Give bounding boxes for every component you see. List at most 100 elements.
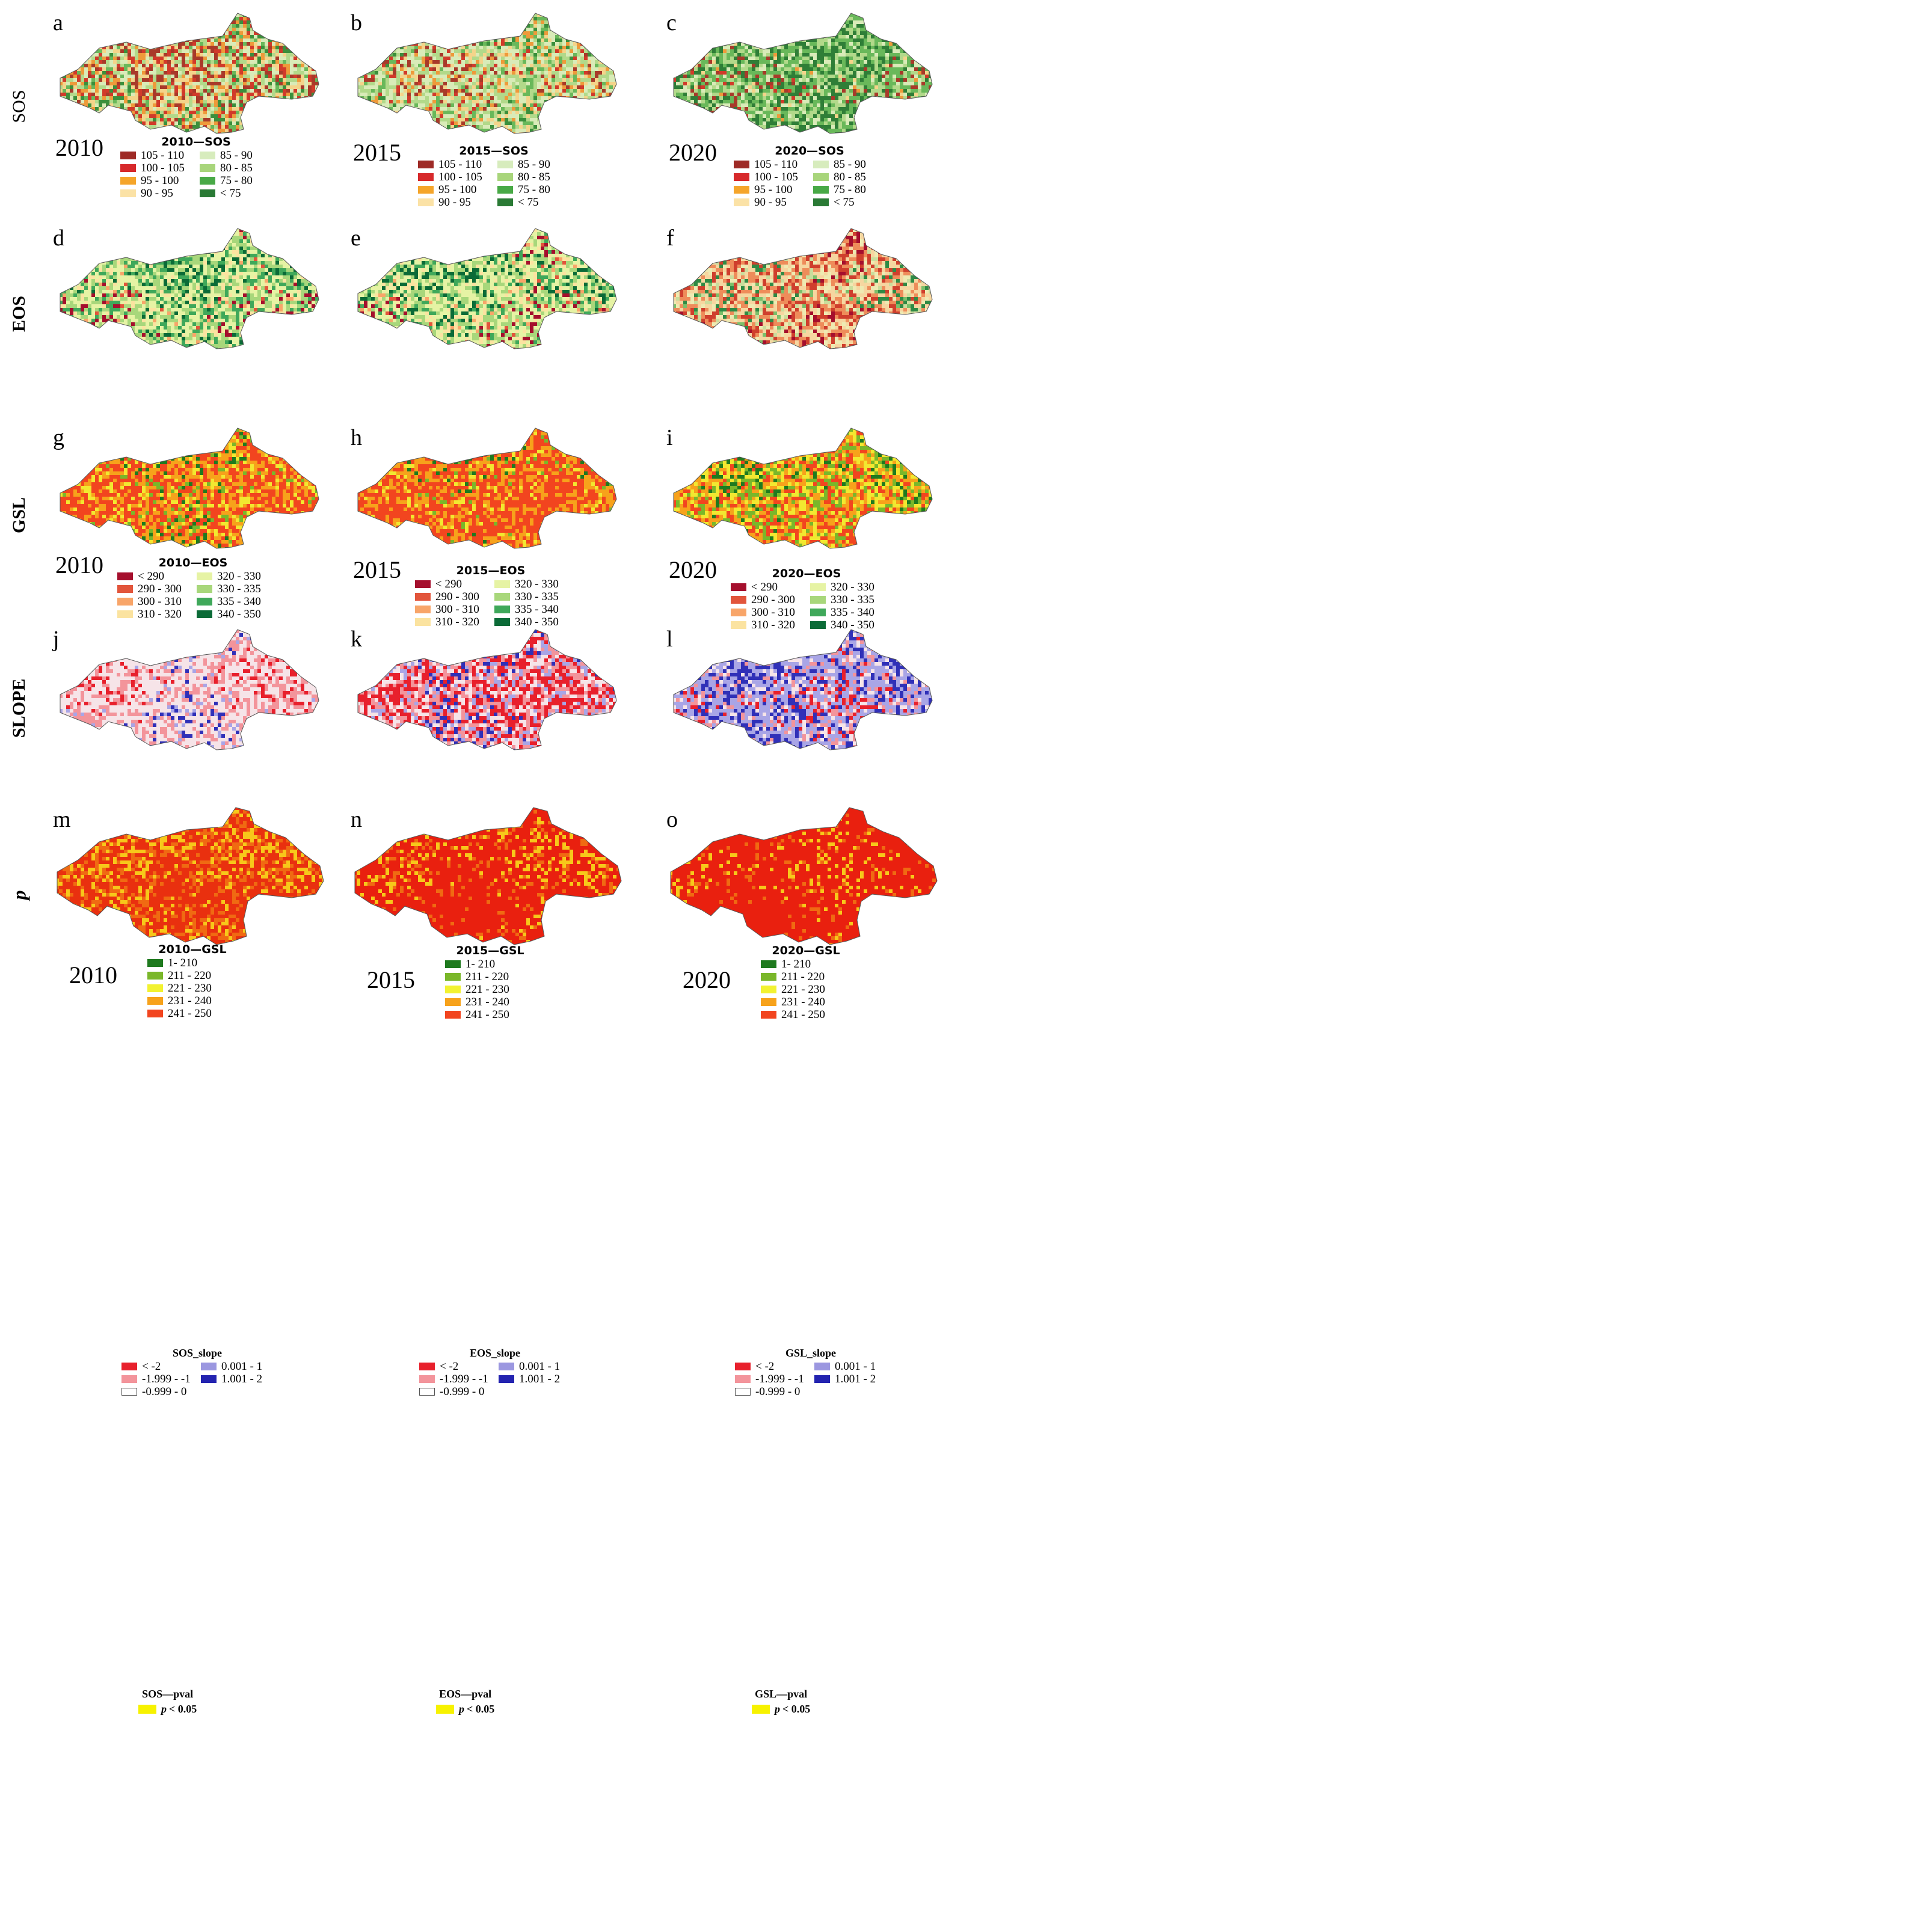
legend-label: 290 - 300 (435, 590, 479, 604)
legend-item: 105 - 110 (734, 158, 813, 171)
legend-swatch (734, 186, 749, 194)
legend-label: < 75 (220, 187, 241, 200)
legend-item: 211 - 220 (147, 969, 238, 982)
map-panel-o: o GSL—pval p < 0.05 (656, 803, 968, 1715)
legend-swatch (734, 173, 749, 181)
legend-item: 75 - 80 (200, 174, 272, 187)
legend-label: 330 - 335 (217, 583, 261, 596)
legend-label: 1- 210 (168, 957, 197, 970)
legend-item: 330 - 335 (197, 583, 269, 595)
legend-label: 80 - 85 (220, 162, 253, 175)
region-outline (357, 13, 617, 134)
year-label: 2020 (669, 556, 717, 584)
panel-letter: d (53, 225, 64, 251)
legend-label: 231 - 240 (168, 995, 212, 1008)
legend-label: 340 - 350 (217, 608, 261, 621)
legend-label: -1.999 - -1 (440, 1373, 488, 1386)
legend-swatch (731, 583, 746, 591)
legend-title: 2020—EOS (731, 567, 882, 580)
legend-swatch (121, 1363, 137, 1370)
legend-item: 290 - 300 (731, 593, 810, 606)
legend-k: EOS_slope < -2 -1.999 - -1 -0.999 - 0 0.001 … (419, 1347, 571, 1398)
panel-letter: b (351, 10, 362, 36)
legend-swatch (810, 621, 826, 629)
legend-swatch (418, 186, 434, 194)
legend-swatch (200, 177, 215, 185)
legend-item: 90 - 95 (120, 187, 200, 200)
legend-swatch (121, 1388, 137, 1396)
panel-letter: f (666, 225, 674, 251)
legend-swatch (445, 973, 461, 981)
legend-swatch (731, 621, 746, 629)
region-map-e (357, 228, 617, 349)
legend-item: 0.001 - 1 (814, 1360, 887, 1373)
map-panel-c: c 2020 2020—SOS 105 - 110 100 - 105 95 - 100 9… (656, 6, 968, 209)
panel-letter: n (351, 806, 362, 833)
legend-label: 1- 210 (781, 958, 811, 971)
legend-swatch (813, 173, 829, 181)
map-panel-n: n EOS—pval p < 0.05 (340, 803, 653, 1715)
legend-item: < 75 (497, 196, 570, 209)
legend-swatch (147, 984, 163, 992)
map-panel-f: f 2020 2020—EOS < 290 290 - 300 300 - 310 310 … (656, 221, 968, 631)
legend-item: 330 - 335 (810, 593, 882, 606)
legend-label: 90 - 95 (438, 196, 471, 209)
legend-label: -0.999 - 0 (142, 1385, 186, 1399)
region-outline (60, 228, 319, 349)
legend-item: 290 - 300 (415, 590, 494, 603)
map-panel-b: b 2015 2015—SOS 105 - 110 100 - 105 95 - 100 9… (340, 6, 653, 209)
legend-label: 221 - 230 (168, 982, 212, 995)
map-panel-a: a 2010 2010—SOS 105 - 110 100 - 105 95 - 100 9… (42, 6, 355, 200)
legend-label: 340 - 350 (831, 619, 874, 632)
legend-item: < 290 (415, 578, 494, 590)
legend-label: 241 - 250 (168, 1007, 212, 1020)
legend-swatch (415, 618, 431, 626)
legend-item: 100 - 105 (418, 171, 497, 183)
legend-label: 75 - 80 (834, 183, 866, 197)
legend-swatch (752, 1705, 770, 1714)
panel-letter: g (53, 425, 64, 451)
panel-letter: k (351, 626, 362, 652)
legend-item: -0.999 - 0 (419, 1385, 499, 1398)
legend-swatch (734, 198, 749, 206)
legend-label: 0.001 - 1 (519, 1360, 560, 1373)
legend-item: -1.999 - -1 (121, 1373, 201, 1385)
legend-label: 90 - 95 (754, 196, 787, 209)
region-outline (60, 428, 319, 549)
legend-swatch (814, 1363, 830, 1370)
map-panel-j: j SOS_slope < -2 -1.999 - -1 -0.999 - 0 0.001… (42, 622, 355, 1398)
region-map-j (60, 629, 319, 750)
region-map-k (357, 629, 617, 750)
legend-label: 211 - 220 (168, 969, 211, 983)
region-map-f (673, 228, 933, 349)
legend-item: 95 - 100 (734, 183, 813, 196)
legend-label: 90 - 95 (141, 187, 173, 200)
legend-swatch (761, 1011, 776, 1019)
legend-item: 211 - 220 (445, 971, 535, 983)
region-map-o (670, 807, 938, 945)
legend-item: 85 - 90 (200, 149, 272, 162)
legend-item: 1- 210 (445, 958, 535, 971)
legend-item: 1- 210 (761, 958, 851, 971)
legend-item: 105 - 110 (120, 149, 200, 162)
legend-title: SOS_slope (121, 1347, 273, 1360)
legend-swatch (120, 164, 136, 172)
legend-item: 80 - 85 (813, 171, 885, 183)
legend-label: 241 - 250 (781, 1008, 825, 1022)
legend-label: < -2 (142, 1360, 161, 1373)
legend-swatch (200, 152, 215, 159)
region-outline (357, 428, 617, 549)
legend-o: GSL—pval p < 0.05 (752, 1688, 810, 1716)
legend-title: 2015—GSL (445, 944, 535, 957)
legend-item: 335 - 340 (197, 595, 269, 608)
legend-swatch (147, 1010, 163, 1017)
legend-label: 241 - 250 (466, 1008, 509, 1022)
legend-swatch (494, 606, 510, 613)
legend-swatch (499, 1363, 514, 1370)
legend-label: 231 - 240 (781, 996, 825, 1009)
panel-letter: c (666, 10, 677, 36)
panel-letter: h (351, 425, 362, 451)
legend-swatch (731, 609, 746, 616)
legend-swatch (813, 161, 829, 168)
legend-item: 335 - 340 (810, 606, 882, 619)
